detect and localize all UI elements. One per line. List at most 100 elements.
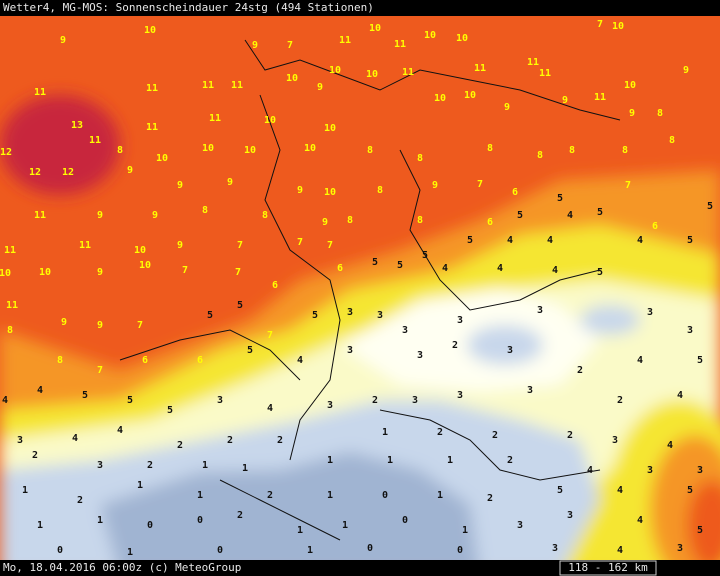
- station-value: 7: [625, 180, 631, 191]
- station-value: 5: [127, 395, 133, 406]
- station-value: 2: [372, 395, 378, 406]
- station-value: 0: [382, 490, 388, 501]
- station-value: 3: [567, 510, 573, 521]
- station-value: 11: [89, 135, 101, 146]
- station-value: 2: [277, 435, 283, 446]
- station-value: 0: [57, 545, 63, 556]
- station-value: 11: [527, 57, 539, 68]
- header-bar: [0, 0, 720, 16]
- station-value: 3: [417, 350, 423, 361]
- station-value: 2: [492, 430, 498, 441]
- station-value: 1: [297, 525, 303, 536]
- station-value: 9: [97, 210, 103, 221]
- station-value: 9: [297, 185, 303, 196]
- station-value: 1: [327, 455, 333, 466]
- station-value: 9: [252, 40, 258, 51]
- station-value: 11: [34, 210, 46, 221]
- station-value: 5: [397, 260, 403, 271]
- station-value: 10: [366, 69, 378, 80]
- station-value: 3: [457, 390, 463, 401]
- station-value: 1: [447, 455, 453, 466]
- station-value: 4: [567, 210, 573, 221]
- station-value: 8: [622, 145, 628, 156]
- station-value: 0: [217, 545, 223, 556]
- station-value: 5: [687, 235, 693, 246]
- station-value: 9: [177, 180, 183, 191]
- station-value: 10: [0, 268, 11, 279]
- station-value: 8: [417, 153, 423, 164]
- station-value: 12: [0, 147, 12, 158]
- station-value: 1: [22, 485, 28, 496]
- station-value: 11: [394, 39, 406, 50]
- footer-bar: [0, 560, 720, 576]
- station-value: 11: [202, 80, 214, 91]
- station-value: 11: [474, 63, 486, 74]
- station-value: 4: [587, 465, 593, 476]
- station-value: 10: [202, 143, 214, 154]
- station-value: 9: [152, 210, 158, 221]
- station-value: 2: [237, 510, 243, 521]
- station-value: 1: [37, 520, 43, 531]
- station-value: 4: [677, 390, 683, 401]
- footer-text: Mo, 18.04.2016 06:00z (c) MeteoGroup: [3, 561, 241, 574]
- station-value: 11: [146, 122, 158, 133]
- station-value: 1: [97, 515, 103, 526]
- station-value: 3: [17, 435, 23, 446]
- station-value: 6: [652, 221, 658, 232]
- station-value: 9: [683, 65, 689, 76]
- station-value: 2: [617, 395, 623, 406]
- station-value: 2: [177, 440, 183, 451]
- station-value: 11: [4, 245, 16, 256]
- station-value: 3: [677, 543, 683, 554]
- station-value: 3: [612, 435, 618, 446]
- station-value: 5: [207, 310, 213, 321]
- station-value: 5: [697, 355, 703, 366]
- station-value: 11: [6, 300, 18, 311]
- station-value: 7: [597, 19, 603, 30]
- station-value: 1: [342, 520, 348, 531]
- station-value: 2: [452, 340, 458, 351]
- station-value: 6: [337, 263, 343, 274]
- station-value: 10: [624, 80, 636, 91]
- station-value: 11: [402, 67, 414, 78]
- station-value: 3: [402, 325, 408, 336]
- station-value: 7: [97, 365, 103, 376]
- station-value: 5: [687, 485, 693, 496]
- station-value: 3: [552, 543, 558, 554]
- station-value: 8: [377, 185, 383, 196]
- station-value: 4: [297, 355, 303, 366]
- station-value: 3: [697, 465, 703, 476]
- station-value: 5: [82, 390, 88, 401]
- title: Wetter4, MG-MOS: Sonnenscheindauer 24stg…: [3, 1, 374, 14]
- borders: [119, 39, 621, 541]
- station-value: 9: [317, 82, 323, 93]
- station-value: 8: [669, 135, 675, 146]
- station-value: 4: [637, 235, 643, 246]
- station-value: 2: [77, 495, 83, 506]
- station-value: 10: [329, 65, 341, 76]
- station-value: 3: [537, 305, 543, 316]
- station-value: 5: [167, 405, 173, 416]
- station-value: 9: [177, 240, 183, 251]
- station-value: 11: [594, 92, 606, 103]
- station-value: 7: [267, 330, 273, 341]
- station-value: 4: [617, 485, 623, 496]
- station-value: 3: [97, 460, 103, 471]
- station-value: 9: [432, 180, 438, 191]
- scale-label: 118 - 162 km: [568, 561, 648, 574]
- station-value: 12: [62, 167, 74, 178]
- station-value: 4: [552, 265, 558, 276]
- station-value: 8: [262, 210, 268, 221]
- station-value: 1: [327, 490, 333, 501]
- station-value: 0: [147, 520, 153, 531]
- station-value: 7: [182, 265, 188, 276]
- station-value: 4: [497, 263, 503, 274]
- station-value: 6: [197, 355, 203, 366]
- station-value: 9: [504, 102, 510, 113]
- station-value: 10: [464, 90, 476, 101]
- station-value: 1: [382, 427, 388, 438]
- station-value: 10: [369, 23, 381, 34]
- station-value: 10: [134, 245, 146, 256]
